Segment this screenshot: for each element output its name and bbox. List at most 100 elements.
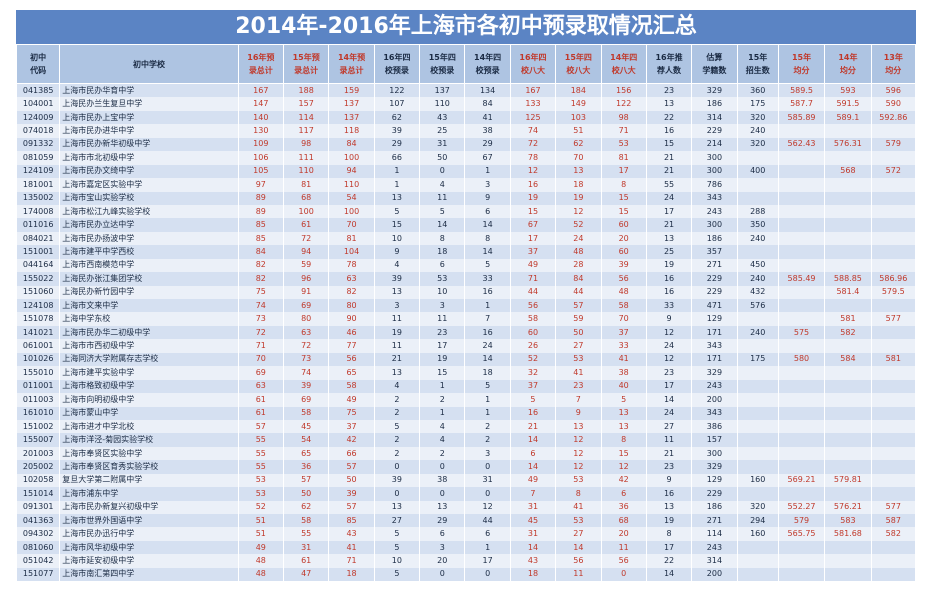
value-cell: 89: [237, 204, 285, 219]
value-cell: 16: [509, 178, 557, 192]
value-cell: 59: [555, 312, 602, 326]
value-cell: 171: [691, 352, 738, 367]
value-cell: 70: [555, 151, 602, 165]
value-cell: 5: [600, 393, 647, 407]
value-cell: 100: [282, 204, 330, 219]
value-cell: 8: [645, 527, 693, 541]
value-cell: 579.81: [824, 473, 872, 488]
value-cell: 2: [419, 446, 466, 461]
value-cell: [736, 366, 779, 380]
value-cell: [824, 554, 872, 568]
value-cell: 157: [691, 433, 738, 447]
column-header: 16年推 荐人数: [645, 44, 693, 84]
value-cell: [777, 406, 826, 420]
value-cell: 129: [691, 473, 738, 488]
value-cell: [736, 312, 779, 326]
school-name-cell: 上海市奉贤区实验中学: [59, 446, 239, 461]
value-cell: [870, 406, 917, 420]
value-cell: [870, 567, 917, 582]
value-cell: 589.5: [777, 83, 826, 98]
value-cell: [777, 433, 826, 447]
school-code-cell: 141021: [15, 325, 61, 340]
school-code-cell: 201003: [15, 446, 61, 461]
value-cell: 48: [555, 245, 602, 259]
value-cell: 53: [555, 352, 602, 367]
value-cell: 29: [373, 137, 421, 152]
value-cell: 82: [237, 258, 285, 273]
value-cell: 24: [464, 339, 511, 353]
value-cell: 98: [282, 137, 330, 152]
value-cell: 53: [600, 137, 647, 152]
value-cell: 579.5: [870, 285, 917, 299]
value-cell: [824, 245, 872, 259]
value-cell: 584: [824, 352, 872, 367]
value-cell: 44: [509, 285, 557, 299]
school-code-cell: 011001: [15, 379, 61, 394]
value-cell: 583: [824, 514, 872, 528]
school-code-cell: 205002: [15, 460, 61, 474]
value-cell: 18: [464, 366, 511, 380]
column-header: 16年四 校八大: [509, 44, 557, 84]
value-cell: [870, 460, 917, 474]
value-cell: 320: [736, 110, 779, 125]
value-cell: 294: [736, 514, 779, 528]
value-cell: [736, 460, 779, 474]
value-cell: 13: [373, 500, 421, 514]
value-cell: 10: [373, 231, 421, 246]
column-header: 15年四 校预录: [419, 44, 466, 84]
value-cell: 25: [419, 124, 466, 138]
value-cell: 65: [282, 446, 330, 461]
column-header: 初中学校: [59, 44, 239, 84]
value-cell: 572: [870, 164, 917, 179]
value-cell: 81: [328, 231, 375, 246]
value-cell: 12: [645, 352, 693, 367]
value-cell: 20: [419, 554, 466, 568]
value-cell: 1: [419, 406, 466, 420]
value-cell: 16: [645, 272, 693, 286]
value-cell: [870, 218, 917, 232]
value-cell: 582: [824, 325, 872, 340]
value-cell: 18: [509, 567, 557, 582]
value-cell: 12: [555, 446, 602, 461]
table-row: 104001 上海民办兰生复旦中学 147 157 137 107 110 84 133 149 1…: [15, 97, 917, 111]
value-cell: 23: [645, 460, 693, 474]
value-cell: [824, 487, 872, 501]
school-name-cell: 上海市洋泾-菊园实验学校: [59, 433, 239, 447]
table-row: 135002 上海市宝山实验学校 89 68 54 13 11 9 19 19 15 24 343: [15, 191, 917, 205]
value-cell: [870, 339, 917, 353]
value-cell: 1: [464, 406, 511, 420]
value-cell: [824, 151, 872, 165]
value-cell: [824, 218, 872, 232]
value-cell: 39: [282, 379, 330, 394]
value-cell: 65: [328, 366, 375, 380]
value-cell: 589.1: [824, 110, 872, 125]
value-cell: 16: [645, 487, 693, 501]
table-row: 044164 上海市西南模范中学 82 59 78 4 6 5 49 28 39 19 271 450: [15, 258, 917, 273]
value-cell: 53: [555, 514, 602, 528]
value-cell: 13: [600, 406, 647, 420]
value-cell: 38: [419, 473, 466, 488]
value-cell: 581: [824, 312, 872, 326]
school-code-cell: 124009: [15, 110, 61, 125]
value-cell: 186: [691, 231, 738, 246]
value-cell: 75: [328, 406, 375, 420]
value-cell: 3: [373, 299, 421, 313]
value-cell: 56: [328, 352, 375, 367]
value-cell: 350: [736, 218, 779, 232]
value-cell: [736, 540, 779, 555]
school-code-cell: 155007: [15, 433, 61, 447]
value-cell: 240: [736, 231, 779, 246]
value-cell: 43: [328, 527, 375, 541]
table-row: 155007 上海市洋泾-菊园实验学校 55 54 42 2 4 2 14 12 8 11 157: [15, 433, 917, 447]
value-cell: [824, 191, 872, 205]
value-cell: 103: [555, 110, 602, 125]
value-cell: 85: [328, 514, 375, 528]
value-cell: 38: [464, 124, 511, 138]
value-cell: 2: [373, 393, 421, 407]
value-cell: 6: [464, 204, 511, 219]
value-cell: 43: [419, 110, 466, 125]
value-cell: 41: [464, 110, 511, 125]
value-cell: 16: [464, 325, 511, 340]
school-code-cell: 174008: [15, 204, 61, 219]
value-cell: [824, 124, 872, 138]
